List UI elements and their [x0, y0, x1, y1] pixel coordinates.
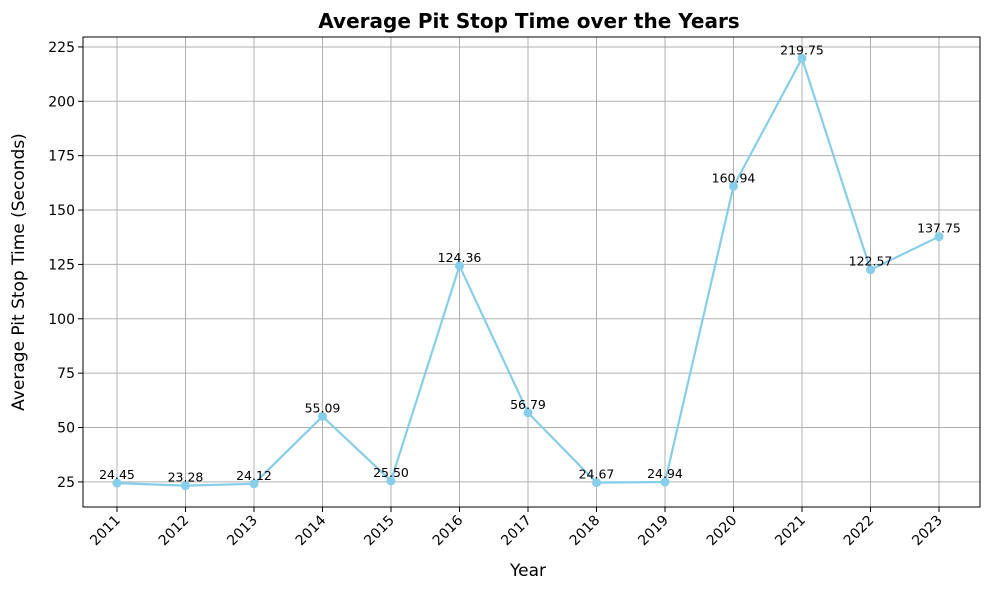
data-label-2018: 24.67: [579, 467, 615, 482]
data-point-2017: [523, 408, 533, 418]
x-tick-label-2021: 2021: [772, 513, 809, 550]
data-point-2012: [181, 481, 190, 491]
y-tick-label-100: 100: [48, 312, 75, 328]
x-tick-label-2012: 2012: [156, 513, 193, 550]
y-tick-label-125: 125: [48, 257, 75, 273]
data-label-2017: 56.79: [510, 397, 546, 412]
data-point-2015: [386, 476, 396, 486]
chart-title: Average Pit Stop Time over the Years: [318, 9, 739, 33]
y-axis-label: Average Pit Stop Time (Seconds): [9, 133, 29, 411]
y-tick-label-25: 25: [57, 475, 75, 491]
x-tick-label-2017: 2017: [498, 513, 535, 550]
data-points: [112, 53, 944, 491]
data-point-2019: [660, 477, 670, 487]
data-point-2018: [592, 478, 601, 488]
data-label-2019: 24.94: [647, 466, 683, 481]
data-point-2016: [455, 261, 464, 271]
y-tick-label-200: 200: [48, 94, 75, 110]
data-label-2021: 219.75: [780, 42, 824, 57]
x-tick-label-2023: 2023: [909, 513, 946, 550]
y-tick-label-75: 75: [57, 366, 75, 382]
y-tick-label-50: 50: [57, 421, 75, 437]
x-tick-label-2011: 2011: [87, 513, 124, 550]
x-axis-ticks: 2011 2012 2013 2014 2015 2016 2017 2018 2019 2020…: [87, 507, 946, 549]
data-label-2014: 55.09: [305, 400, 341, 415]
y-tick-label-175: 175: [48, 149, 75, 165]
grid-lines: [83, 37, 980, 507]
data-labels: 24.45 23.28 24.12 55.09 25.50 124.36 56.79 24.6…: [99, 42, 961, 484]
data-point-2023: [934, 232, 944, 242]
data-label-2012: 23.28: [168, 470, 204, 485]
data-label-2020: 160.94: [712, 170, 756, 185]
data-label-2015: 25.50: [373, 465, 409, 480]
data-label-2023: 137.75: [917, 221, 961, 236]
x-tick-label-2019: 2019: [635, 513, 672, 550]
x-tick-label-2014: 2014: [293, 512, 330, 549]
data-point-2020: [729, 181, 738, 191]
y-axis-ticks: 25 50 75 100 125 150 175 200 225: [48, 40, 83, 491]
x-tick-label-2016: 2016: [430, 512, 467, 549]
x-tick-label-2022: 2022: [841, 513, 878, 550]
data-point-2011: [112, 478, 122, 488]
y-tick-label-225: 225: [48, 40, 75, 56]
data-point-2014: [318, 411, 327, 421]
plot-frame: [82, 36, 981, 508]
x-tick-label-2018: 2018: [567, 513, 604, 550]
data-point-2022: [866, 265, 875, 275]
data-point-2013: [249, 479, 259, 489]
data-label-2011: 24.45: [99, 467, 135, 482]
data-point-2021: [797, 53, 807, 63]
x-tick-label-2020: 2020: [704, 513, 741, 550]
y-tick-label-150: 150: [48, 203, 75, 219]
x-tick-label-2013: 2013: [224, 513, 261, 550]
data-label-2022: 122.57: [849, 254, 893, 269]
data-label-2013: 24.12: [236, 468, 272, 483]
x-axis-label: Year: [509, 561, 546, 581]
x-tick-label-2015: 2015: [361, 513, 398, 550]
data-label-2016: 124.36: [438, 250, 482, 265]
